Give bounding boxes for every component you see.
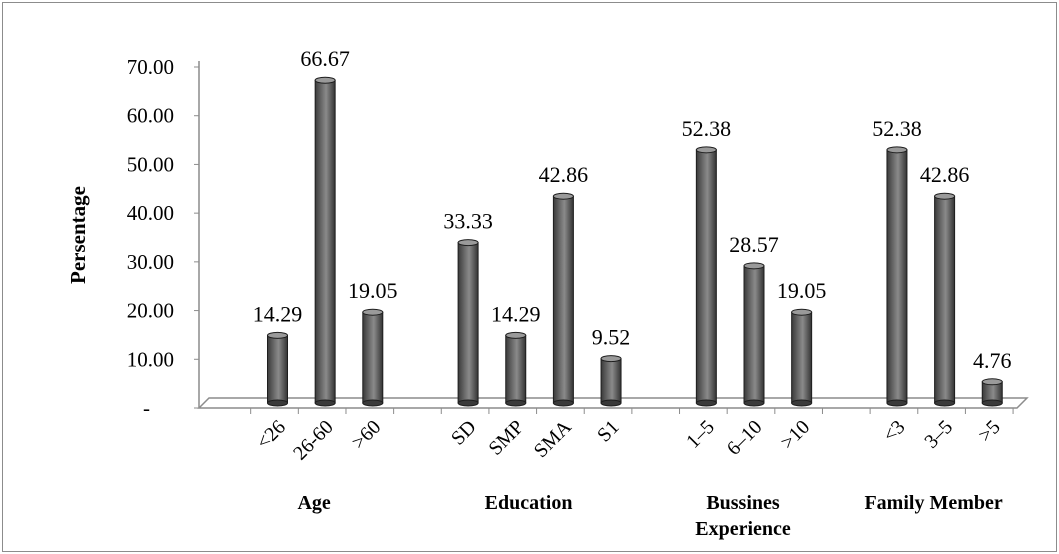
category-label: 1–5 [682,416,719,453]
category-label: SMP [484,416,528,460]
y-tick-label: 50.00 [127,152,174,176]
bar-chart: - 10.00 20.00 30.00 40.00 50.00 60.00 70.00 Pers… [66,46,1029,540]
group-label: Family Member [864,492,1002,514]
group-label: Bussines [706,492,780,514]
bar-top [314,76,336,84]
bar-top [934,192,956,200]
bar-top [981,378,1003,386]
group-label: Experience [695,518,791,540]
y-tick-label: 40.00 [127,201,174,225]
bar-base [791,399,813,407]
category-label: S1 [593,416,623,446]
category-label: 6–10 [723,416,767,460]
bar-base [886,399,908,407]
category-label: >5 [974,416,1005,447]
bar [743,265,765,404]
bar-top [362,308,384,316]
bar [886,149,908,404]
bar-top [552,192,574,200]
data-label: 4.76 [973,348,1012,373]
data-label: 52.38 [872,116,922,141]
category-label: 3–5 [920,416,957,453]
bar [314,79,336,404]
bar-top [743,262,765,270]
bar [505,334,527,404]
category-label: SMA [530,416,577,463]
category-label: 26-60 [289,416,338,465]
bar [457,242,479,404]
bar-base [314,399,336,407]
data-label: 9.52 [592,325,631,350]
bar [267,334,288,404]
y-tick-label: 20.00 [127,299,174,323]
bar-top [457,239,479,247]
data-label: 42.86 [920,162,970,187]
group-label: Education [485,492,573,514]
bar-top [695,146,717,154]
bar [695,149,717,404]
category-label: >60 [348,416,386,454]
data-label: 14.29 [253,301,303,326]
data-label: 19.05 [777,278,827,303]
category-label: <26 [252,416,290,454]
bar-top [505,331,527,339]
bar [791,311,813,404]
y-tick-label: - [143,396,150,420]
y-tick-label: 30.00 [127,250,174,274]
bar-base [934,399,956,407]
y-tick-label: 60.00 [127,104,174,128]
bar [552,195,574,404]
group-label: Age [297,492,330,514]
bar-top [886,146,908,154]
category-label: >10 [777,416,815,454]
data-label: 28.57 [729,232,779,257]
bar [600,358,622,404]
y-tick-label: 70.00 [127,55,174,79]
data-label: 14.29 [491,301,541,326]
y-tick-label: 10.00 [127,347,174,371]
bar-base [362,399,384,407]
bar-base [981,399,1003,407]
bar-base [600,399,622,407]
data-label: 66.67 [300,46,350,71]
category-label: SD [447,416,481,450]
data-label: 19.05 [348,278,398,303]
data-label: 52.38 [682,116,732,141]
bar [362,311,384,404]
bar-base [552,399,574,407]
y-axis-label: Persentage [66,186,90,284]
bar-base [743,399,765,407]
bar-base [267,399,288,407]
category-label: <3 [879,416,910,447]
data-label: 42.86 [539,162,589,187]
bar [934,195,956,404]
bar-base [457,399,479,407]
bar-top [267,331,288,339]
data-label: 33.33 [443,209,493,234]
bar-top [600,355,622,363]
bar-base [505,399,527,407]
bar-base [695,399,717,407]
bar-top [791,308,813,316]
